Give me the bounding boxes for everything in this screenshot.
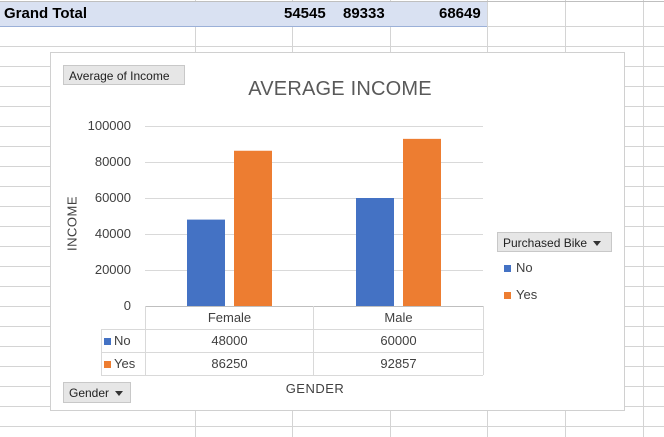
y-tick-label: 80000 [94,154,131,169]
data-table-cell: 48000 [211,333,248,348]
legend-item-no[interactable]: No [504,260,533,275]
y-tick-label: 20000 [94,262,131,277]
grand-total-row[interactable]: Grand Total 54545 89333 68649 [0,2,487,27]
legend-field-label: Purchased Bike [503,236,588,250]
bar-no-female[interactable] [187,219,225,306]
values-field-label: Average of Income [69,69,170,83]
grand-total-yes: 89333 [343,5,385,22]
axis-field-label: Gender [69,386,110,400]
y-tick-label: 60000 [94,190,131,205]
chart-title: AVERAGE INCOME [248,78,432,100]
legend-swatch-yes [504,292,511,300]
y-tick-label: 0 [123,298,131,313]
legend-swatch-yes [104,361,111,369]
data-table-cell: 60000 [380,333,417,348]
values-field-button[interactable]: Average of Income [63,65,185,85]
bar-yes-female[interactable] [234,150,272,306]
y-tick-label: 40000 [94,226,131,241]
data-table-cell: 92857 [380,356,417,371]
x-axis-title: GENDER [285,381,345,396]
data-table-series-yes: Yes [104,356,144,371]
data-table-series-yes-label: Yes [114,356,136,371]
data-table-series-no-label: No [114,333,131,348]
legend-swatch-no [504,265,511,273]
bar-no-male[interactable] [356,198,394,306]
data-table-cell: 86250 [211,356,248,371]
grand-total-overall: 68649 [439,5,481,22]
x-tick-label: Male [384,310,413,325]
grand-total-no: 54545 [284,5,326,22]
y-tick-label: 100000 [87,118,131,133]
dropdown-arrow-icon [593,241,602,247]
legend-field-button[interactable]: Purchased Bike [497,232,612,252]
bar-yes-male[interactable] [403,138,441,306]
grand-total-label: Grand Total [4,5,88,22]
legend-label-no: No [516,260,533,275]
dropdown-arrow-icon [115,391,124,397]
data-table-series-no: No [104,333,144,348]
x-tick-label: Female [207,310,252,325]
legend-label-yes: Yes [516,287,538,302]
legend-item-yes[interactable]: Yes [504,287,537,302]
axis-field-button[interactable]: Gender [63,382,131,403]
legend-swatch-no [104,338,111,346]
